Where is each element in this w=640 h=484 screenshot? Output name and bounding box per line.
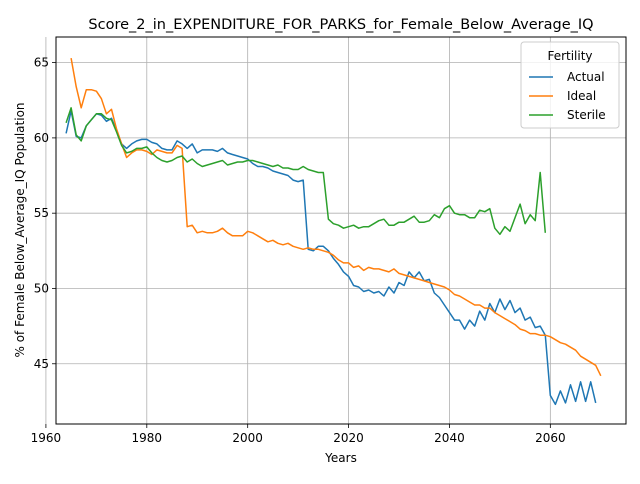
y-tick-label: 65 <box>34 56 49 70</box>
x-tick-label: 2020 <box>333 431 364 445</box>
x-axis-ticks: 1960 1980 2000 2020 2040 2060 <box>31 424 566 445</box>
x-tick-label: 2040 <box>434 431 465 445</box>
legend-box <box>520 41 620 129</box>
x-tick-label: 1960 <box>31 431 62 445</box>
x-tick-label: 2060 <box>535 431 566 445</box>
plot-frame <box>55 36 627 425</box>
series-layer <box>65 57 602 406</box>
legend: Fertility Actual Ideal Sterile <box>520 41 620 129</box>
series-line-sterile <box>65 107 547 236</box>
x-tick-label: 2000 <box>232 431 263 445</box>
chart-title: Score_2_in_EXPENDITURE_FOR_PARKS_for_Fem… <box>88 17 593 33</box>
y-tick-label: 45 <box>34 357 49 371</box>
legend-label-ideal: Ideal <box>567 89 596 103</box>
y-tick-label: 60 <box>34 131 49 145</box>
x-tick-label: 1980 <box>132 431 163 445</box>
legend-title: Fertility <box>547 49 592 63</box>
y-tick-label: 50 <box>34 281 49 295</box>
y-axis-ticks: 45 50 55 60 65 <box>34 56 56 371</box>
y-tick-label: 55 <box>34 206 49 220</box>
x-axis-label: Years <box>324 451 357 465</box>
y-axis-label: % of Female Below_Average_IQ Population <box>13 102 27 357</box>
legend-label-sterile: Sterile <box>567 108 606 122</box>
legend-label-actual: Actual <box>567 70 605 84</box>
series-line-ideal <box>70 57 602 377</box>
